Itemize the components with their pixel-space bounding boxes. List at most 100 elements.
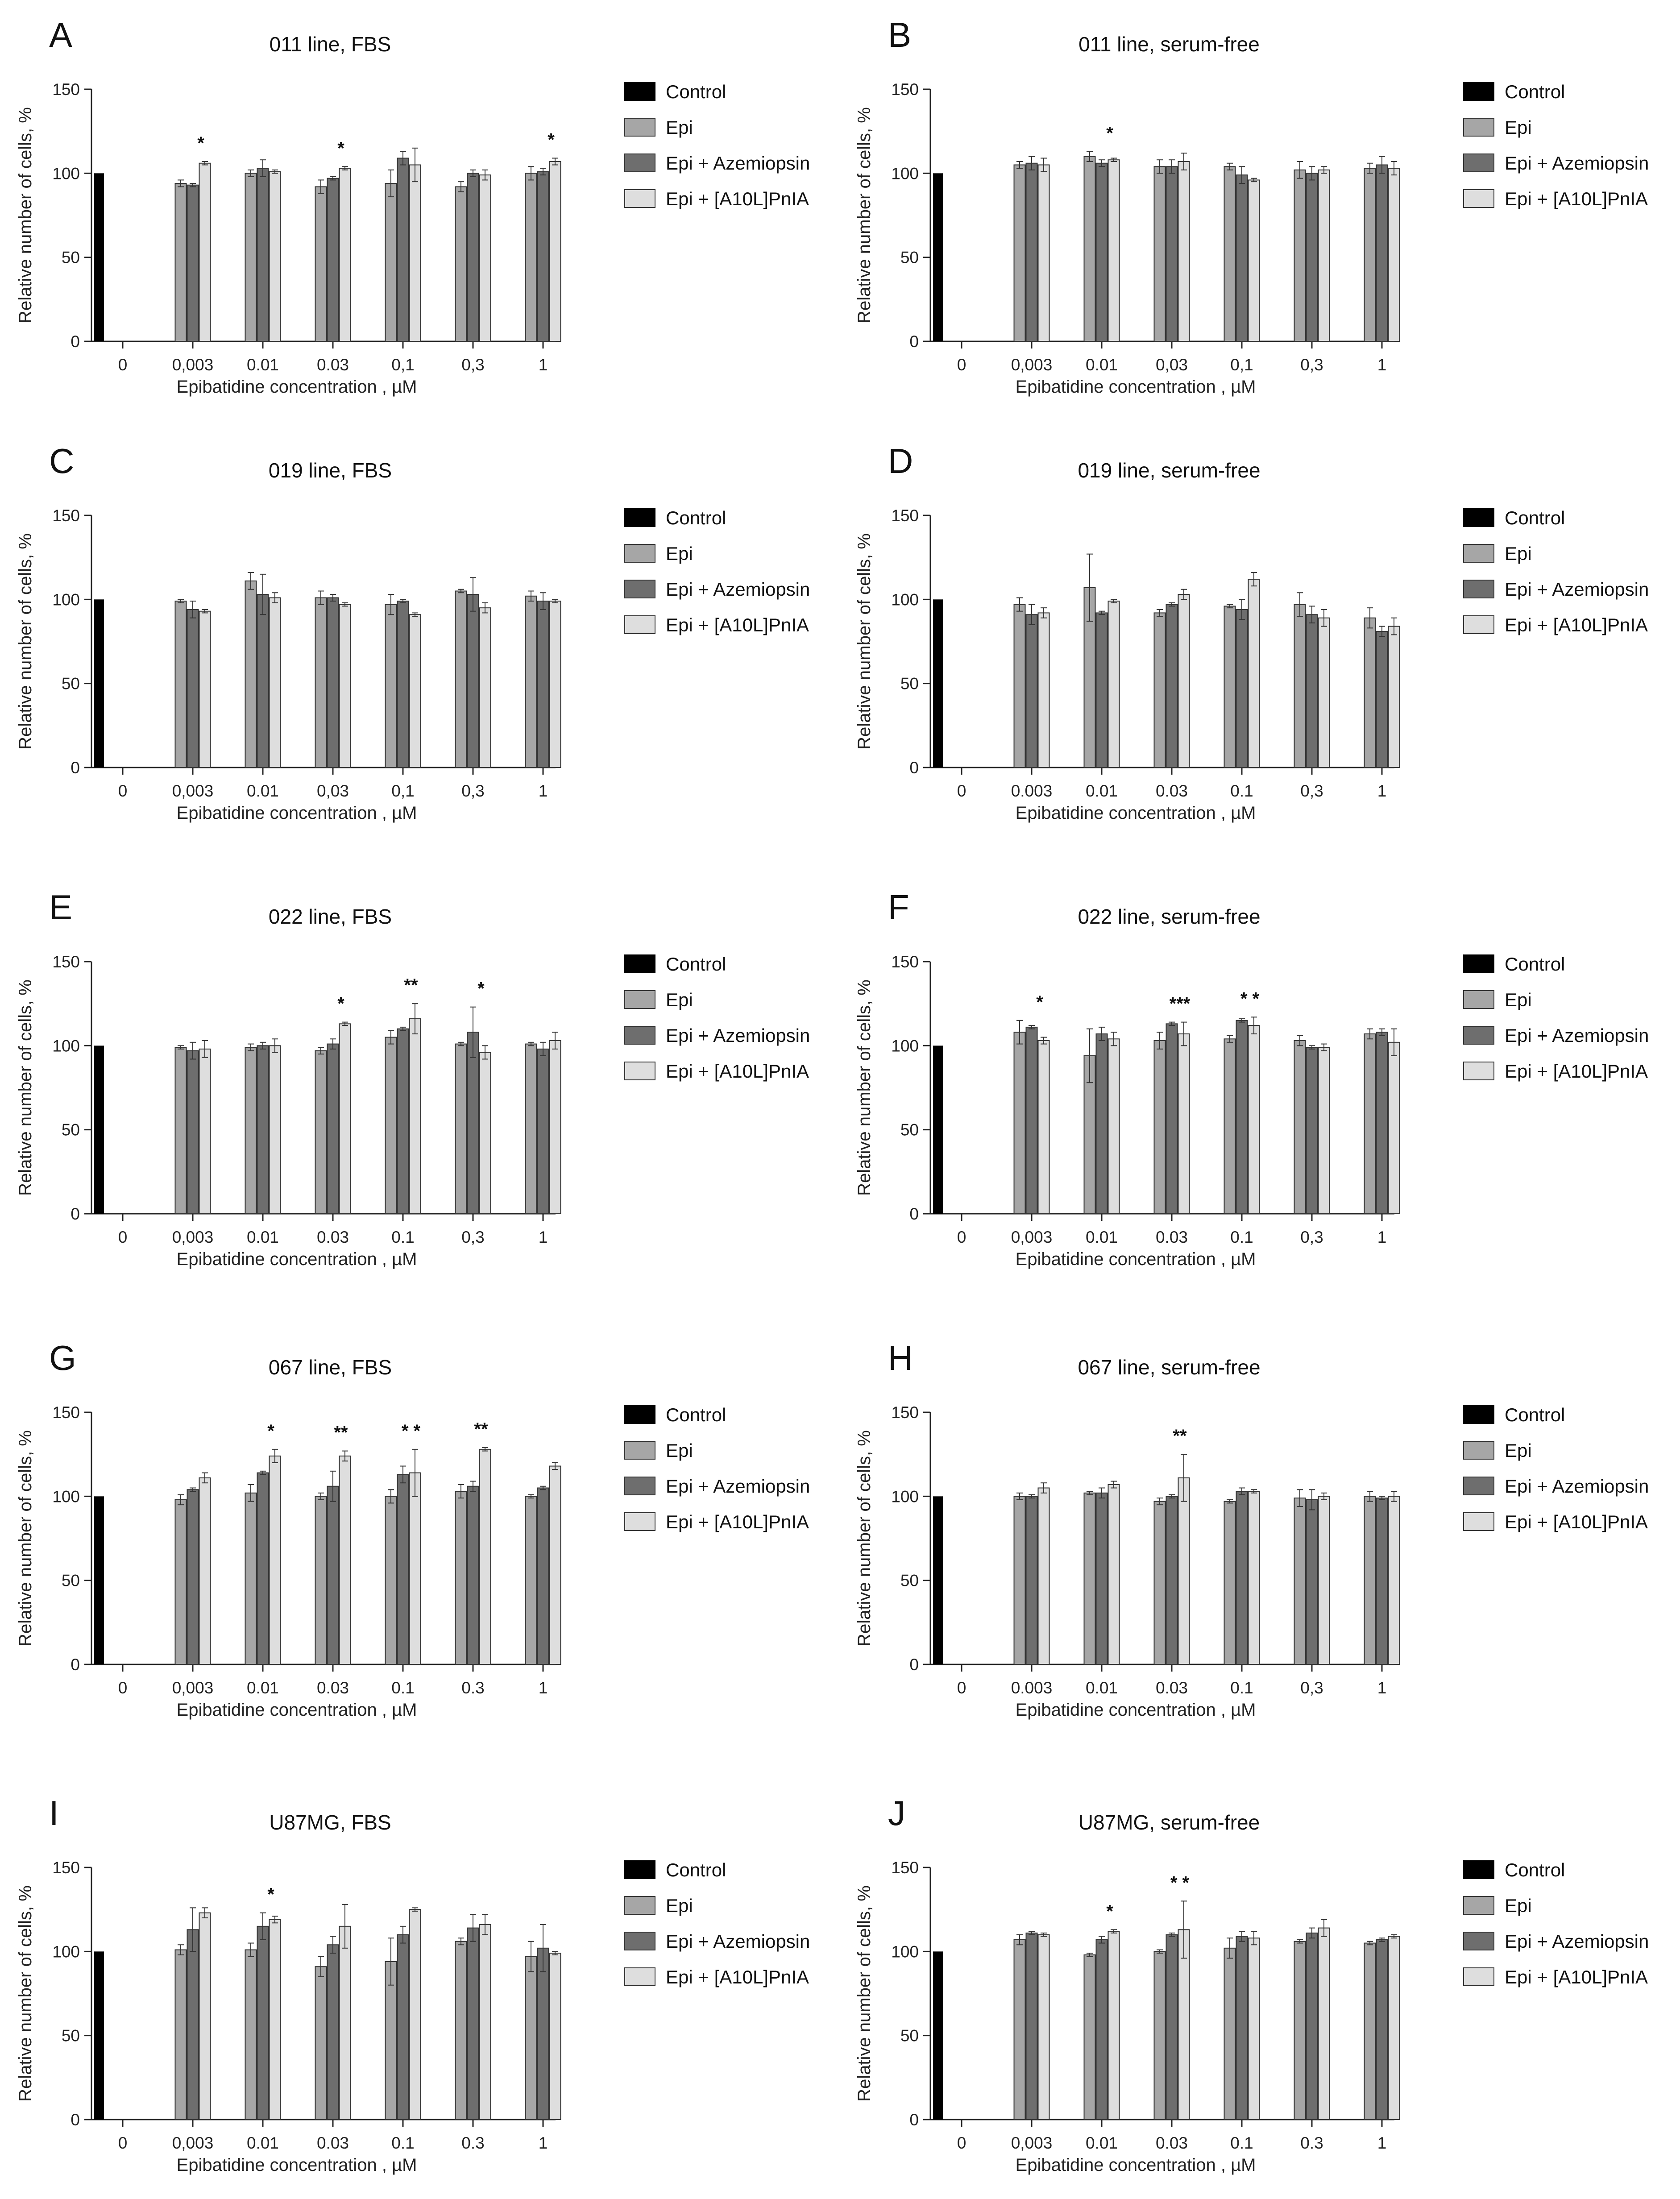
panel-letter: D — [888, 441, 913, 481]
legend-swatch — [624, 154, 655, 172]
bar-epi-azemiopsin — [1376, 1032, 1388, 1214]
significance-marker: * — [477, 979, 485, 999]
y-axis-label: Relative number of cells, % — [855, 1885, 874, 2102]
y-tick-label: 100 — [52, 1487, 80, 1506]
bar-epi — [385, 1037, 397, 1214]
legend-swatch — [1463, 990, 1494, 1009]
bar-epi — [315, 186, 327, 342]
bar-epi — [1294, 169, 1306, 342]
legend-swatch — [1463, 1405, 1494, 1424]
bar-epi-a10l-pnia — [1178, 161, 1190, 342]
y-tick-label: 150 — [52, 80, 80, 99]
bar-control — [933, 1496, 943, 1664]
x-tick-label: 0,3 — [461, 782, 484, 800]
bar-epi-a10l-pnia — [1388, 168, 1400, 342]
x-tick-label: 0.01 — [1086, 356, 1118, 374]
x-axis-label: Epibatidine concentration , µM — [1016, 2155, 1256, 2175]
bar-epi-a10l-pnia — [339, 1023, 351, 1214]
bar-epi — [1153, 166, 1166, 342]
y-tick-label: 0 — [71, 332, 80, 351]
bar-epi — [1364, 1942, 1376, 2120]
legend-swatch — [1463, 118, 1494, 137]
legend-label: Epi + Azemiopsin — [1505, 1025, 1649, 1046]
y-tick-label: 150 — [891, 1403, 919, 1422]
bar-epi-azemiopsin — [257, 168, 269, 342]
x-tick-label: 0 — [957, 356, 967, 374]
bar-epi-azemiopsin — [1095, 1939, 1108, 2120]
x-tick-label: 1 — [539, 2134, 548, 2152]
bar-epi — [1013, 1939, 1026, 2120]
legend-label: Epi + [A10L]PnIA — [1505, 1967, 1648, 1987]
y-axis-label: Relative number of cells, % — [855, 107, 874, 324]
bar-epi-azemiopsin — [467, 594, 479, 768]
x-tick-label: 1 — [539, 1228, 548, 1246]
legend-label: Control — [666, 1859, 726, 1880]
significance-marker: * — [548, 130, 555, 149]
x-tick-label: 1 — [539, 1679, 548, 1697]
x-tick-label: 0 — [118, 782, 128, 800]
bar-epi-azemiopsin — [397, 1028, 409, 1214]
bar-epi — [525, 595, 537, 768]
bar-epi-a10l-pnia — [1037, 1934, 1050, 2120]
bar-epi-azemiopsin — [537, 1947, 549, 2120]
bar-control — [94, 1496, 104, 1664]
bar-epi — [525, 173, 537, 342]
y-tick-label: 0 — [71, 2111, 80, 2129]
bar-epi — [1224, 1038, 1236, 1214]
legend-swatch — [1463, 544, 1494, 563]
bar-epi-a10l-pnia — [1178, 1033, 1190, 1214]
bar-epi-azemiopsin — [1166, 1496, 1178, 1665]
x-axis-label: Epibatidine concentration , µM — [1016, 377, 1256, 397]
bar-epi-azemiopsin — [1025, 1496, 1038, 1665]
panel-title: 067 line, serum-free — [1078, 1356, 1260, 1379]
legend-label: Control — [666, 954, 726, 975]
bar-epi — [1364, 617, 1376, 768]
legend-label: Epi + Azemiopsin — [1505, 1476, 1649, 1497]
legend-swatch — [1463, 1512, 1494, 1531]
x-tick-label: 0,003 — [1011, 2134, 1053, 2152]
x-tick-label: 1 — [1377, 2134, 1387, 2152]
legend-label: Epi — [1505, 989, 1532, 1010]
bar-epi-azemiopsin — [397, 1934, 409, 2120]
x-axis-label: Epibatidine concentration , µM — [177, 1249, 417, 1269]
legend-label: Control — [666, 507, 726, 528]
bar-epi-azemiopsin — [187, 1929, 199, 2120]
x-tick-label: 0.03 — [1156, 1679, 1188, 1697]
chart-panel-g: G 067 line, FBS 0 50 100 150 Relative number o… — [16, 1338, 810, 1720]
significance-marker: * — [337, 994, 344, 1014]
x-tick-label: 0.1 — [391, 1228, 414, 1246]
legend-label: Control — [1505, 1859, 1565, 1880]
bar-epi-a10l-pnia — [549, 1465, 561, 1665]
bar-epi-azemiopsin — [537, 1487, 549, 1665]
y-axis-label: Relative number of cells, % — [855, 979, 874, 1196]
panel-letter: J — [888, 1793, 905, 1833]
legend-swatch — [1463, 1477, 1494, 1495]
bar-epi-a10l-pnia — [1178, 594, 1190, 768]
bar-epi — [174, 183, 187, 342]
bar-epi-azemiopsin — [1376, 164, 1388, 342]
bar-epi-azemiopsin — [257, 1472, 269, 1665]
bar-epi — [245, 1949, 257, 2120]
bar-epi-azemiopsin — [1095, 1492, 1108, 1665]
x-tick-label: 0.03 — [317, 2134, 349, 2152]
x-tick-label: 0.03 — [1156, 2134, 1188, 2152]
x-tick-label: 0.01 — [247, 1228, 279, 1246]
bar-epi-a10l-pnia — [339, 168, 351, 342]
bar-epi — [1294, 1498, 1306, 1665]
x-tick-label: 0.01 — [247, 2134, 279, 2152]
bar-epi — [455, 1941, 467, 2120]
bar-epi-azemiopsin — [1236, 1020, 1248, 1214]
bar-epi — [245, 1047, 257, 1214]
legend-swatch — [624, 82, 655, 101]
bar-epi — [455, 1043, 467, 1214]
x-tick-label: 1 — [539, 782, 548, 800]
bar-epi-a10l-pnia — [1388, 1041, 1400, 1214]
x-tick-label: 0 — [118, 2134, 128, 2152]
x-tick-label: 0.03 — [1156, 782, 1188, 800]
x-tick-label: 1 — [1377, 782, 1387, 800]
bar-epi-a10l-pnia — [479, 1924, 491, 2120]
legend-swatch — [1463, 1967, 1494, 1986]
bar-epi — [525, 1956, 537, 2120]
x-tick-label: 0,3 — [461, 1228, 484, 1246]
legend-label: Epi + [A10L]PnIA — [666, 614, 809, 635]
